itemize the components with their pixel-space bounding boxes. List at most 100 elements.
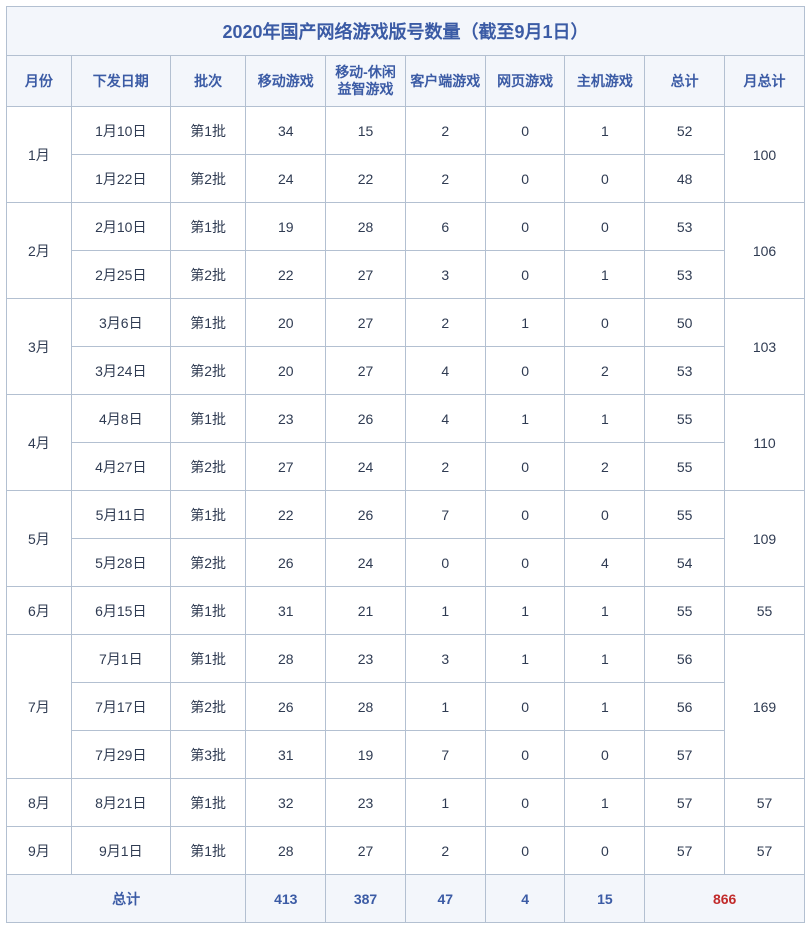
value-cell-5: 53 xyxy=(645,251,725,299)
batch-cell: 第2批 xyxy=(170,251,245,299)
batch-cell: 第1批 xyxy=(170,203,245,251)
col-header-9: 月总计 xyxy=(725,56,805,107)
value-cell-1: 24 xyxy=(326,443,406,491)
value-cell-4: 0 xyxy=(565,203,645,251)
value-cell-0: 31 xyxy=(246,587,326,635)
value-cell-2: 2 xyxy=(405,107,485,155)
value-cell-5: 55 xyxy=(645,587,725,635)
value-cell-1: 19 xyxy=(326,731,406,779)
date-cell: 5月11日 xyxy=(71,491,170,539)
value-cell-4: 0 xyxy=(565,731,645,779)
month-total: 57 xyxy=(725,827,805,875)
date-cell: 7月17日 xyxy=(71,683,170,731)
col-header-4: 移动-休闲益智游戏 xyxy=(326,56,406,107)
value-cell-2: 1 xyxy=(405,683,485,731)
month-total: 57 xyxy=(725,779,805,827)
value-cell-2: 3 xyxy=(405,251,485,299)
col-header-8: 总计 xyxy=(645,56,725,107)
date-cell: 2月25日 xyxy=(71,251,170,299)
value-cell-2: 3 xyxy=(405,635,485,683)
value-cell-0: 20 xyxy=(246,347,326,395)
value-cell-2: 0 xyxy=(405,539,485,587)
value-cell-2: 6 xyxy=(405,203,485,251)
batch-cell: 第1批 xyxy=(170,299,245,347)
date-cell: 4月27日 xyxy=(71,443,170,491)
value-cell-3: 1 xyxy=(485,587,565,635)
value-cell-2: 2 xyxy=(405,155,485,203)
batch-cell: 第1批 xyxy=(170,107,245,155)
batch-cell: 第1批 xyxy=(170,827,245,875)
value-cell-4: 1 xyxy=(565,107,645,155)
date-cell: 1月22日 xyxy=(71,155,170,203)
month-label: 6月 xyxy=(7,587,72,635)
date-cell: 3月6日 xyxy=(71,299,170,347)
batch-cell: 第1批 xyxy=(170,779,245,827)
value-cell-2: 1 xyxy=(405,779,485,827)
month-total: 109 xyxy=(725,491,805,587)
value-cell-5: 55 xyxy=(645,491,725,539)
date-cell: 7月29日 xyxy=(71,731,170,779)
col-header-1: 下发日期 xyxy=(71,56,170,107)
value-cell-5: 57 xyxy=(645,827,725,875)
month-total: 100 xyxy=(725,107,805,203)
month-label: 7月 xyxy=(7,635,72,779)
value-cell-3: 0 xyxy=(485,539,565,587)
month-total: 110 xyxy=(725,395,805,491)
value-cell-4: 2 xyxy=(565,443,645,491)
value-cell-0: 28 xyxy=(246,635,326,683)
value-cell-4: 1 xyxy=(565,779,645,827)
value-cell-5: 57 xyxy=(645,779,725,827)
batch-cell: 第1批 xyxy=(170,491,245,539)
value-cell-3: 0 xyxy=(485,347,565,395)
value-cell-0: 34 xyxy=(246,107,326,155)
value-cell-3: 0 xyxy=(485,107,565,155)
value-cell-1: 23 xyxy=(326,635,406,683)
batch-cell: 第1批 xyxy=(170,635,245,683)
batch-cell: 第1批 xyxy=(170,395,245,443)
game-approval-table: 2020年国产网络游戏版号数量（截至9月1日）月份下发日期批次移动游戏移动-休闲… xyxy=(6,6,805,923)
date-cell: 2月10日 xyxy=(71,203,170,251)
value-cell-5: 53 xyxy=(645,347,725,395)
value-cell-3: 0 xyxy=(485,443,565,491)
month-label: 4月 xyxy=(7,395,72,491)
value-cell-4: 2 xyxy=(565,347,645,395)
value-cell-4: 0 xyxy=(565,491,645,539)
month-label: 8月 xyxy=(7,779,72,827)
value-cell-3: 0 xyxy=(485,491,565,539)
value-cell-1: 27 xyxy=(326,299,406,347)
date-cell: 1月10日 xyxy=(71,107,170,155)
value-cell-0: 20 xyxy=(246,299,326,347)
month-label: 2月 xyxy=(7,203,72,299)
month-total: 169 xyxy=(725,635,805,779)
value-cell-0: 32 xyxy=(246,779,326,827)
grand-total: 866 xyxy=(645,875,805,923)
value-cell-2: 7 xyxy=(405,731,485,779)
value-cell-1: 27 xyxy=(326,251,406,299)
batch-cell: 第2批 xyxy=(170,443,245,491)
col-header-5: 客户端游戏 xyxy=(405,56,485,107)
value-cell-3: 0 xyxy=(485,779,565,827)
value-cell-1: 23 xyxy=(326,779,406,827)
footer-value-2: 47 xyxy=(405,875,485,923)
date-cell: 9月1日 xyxy=(71,827,170,875)
value-cell-5: 57 xyxy=(645,731,725,779)
value-cell-1: 22 xyxy=(326,155,406,203)
value-cell-0: 22 xyxy=(246,491,326,539)
value-cell-4: 1 xyxy=(565,251,645,299)
value-cell-2: 2 xyxy=(405,443,485,491)
value-cell-1: 26 xyxy=(326,491,406,539)
value-cell-3: 0 xyxy=(485,155,565,203)
month-total: 103 xyxy=(725,299,805,395)
value-cell-4: 1 xyxy=(565,635,645,683)
value-cell-4: 0 xyxy=(565,155,645,203)
value-cell-1: 24 xyxy=(326,539,406,587)
col-header-2: 批次 xyxy=(170,56,245,107)
batch-cell: 第2批 xyxy=(170,539,245,587)
col-header-3: 移动游戏 xyxy=(246,56,326,107)
col-header-0: 月份 xyxy=(7,56,72,107)
month-label: 9月 xyxy=(7,827,72,875)
value-cell-0: 26 xyxy=(246,539,326,587)
value-cell-3: 1 xyxy=(485,395,565,443)
value-cell-4: 0 xyxy=(565,299,645,347)
value-cell-5: 53 xyxy=(645,203,725,251)
